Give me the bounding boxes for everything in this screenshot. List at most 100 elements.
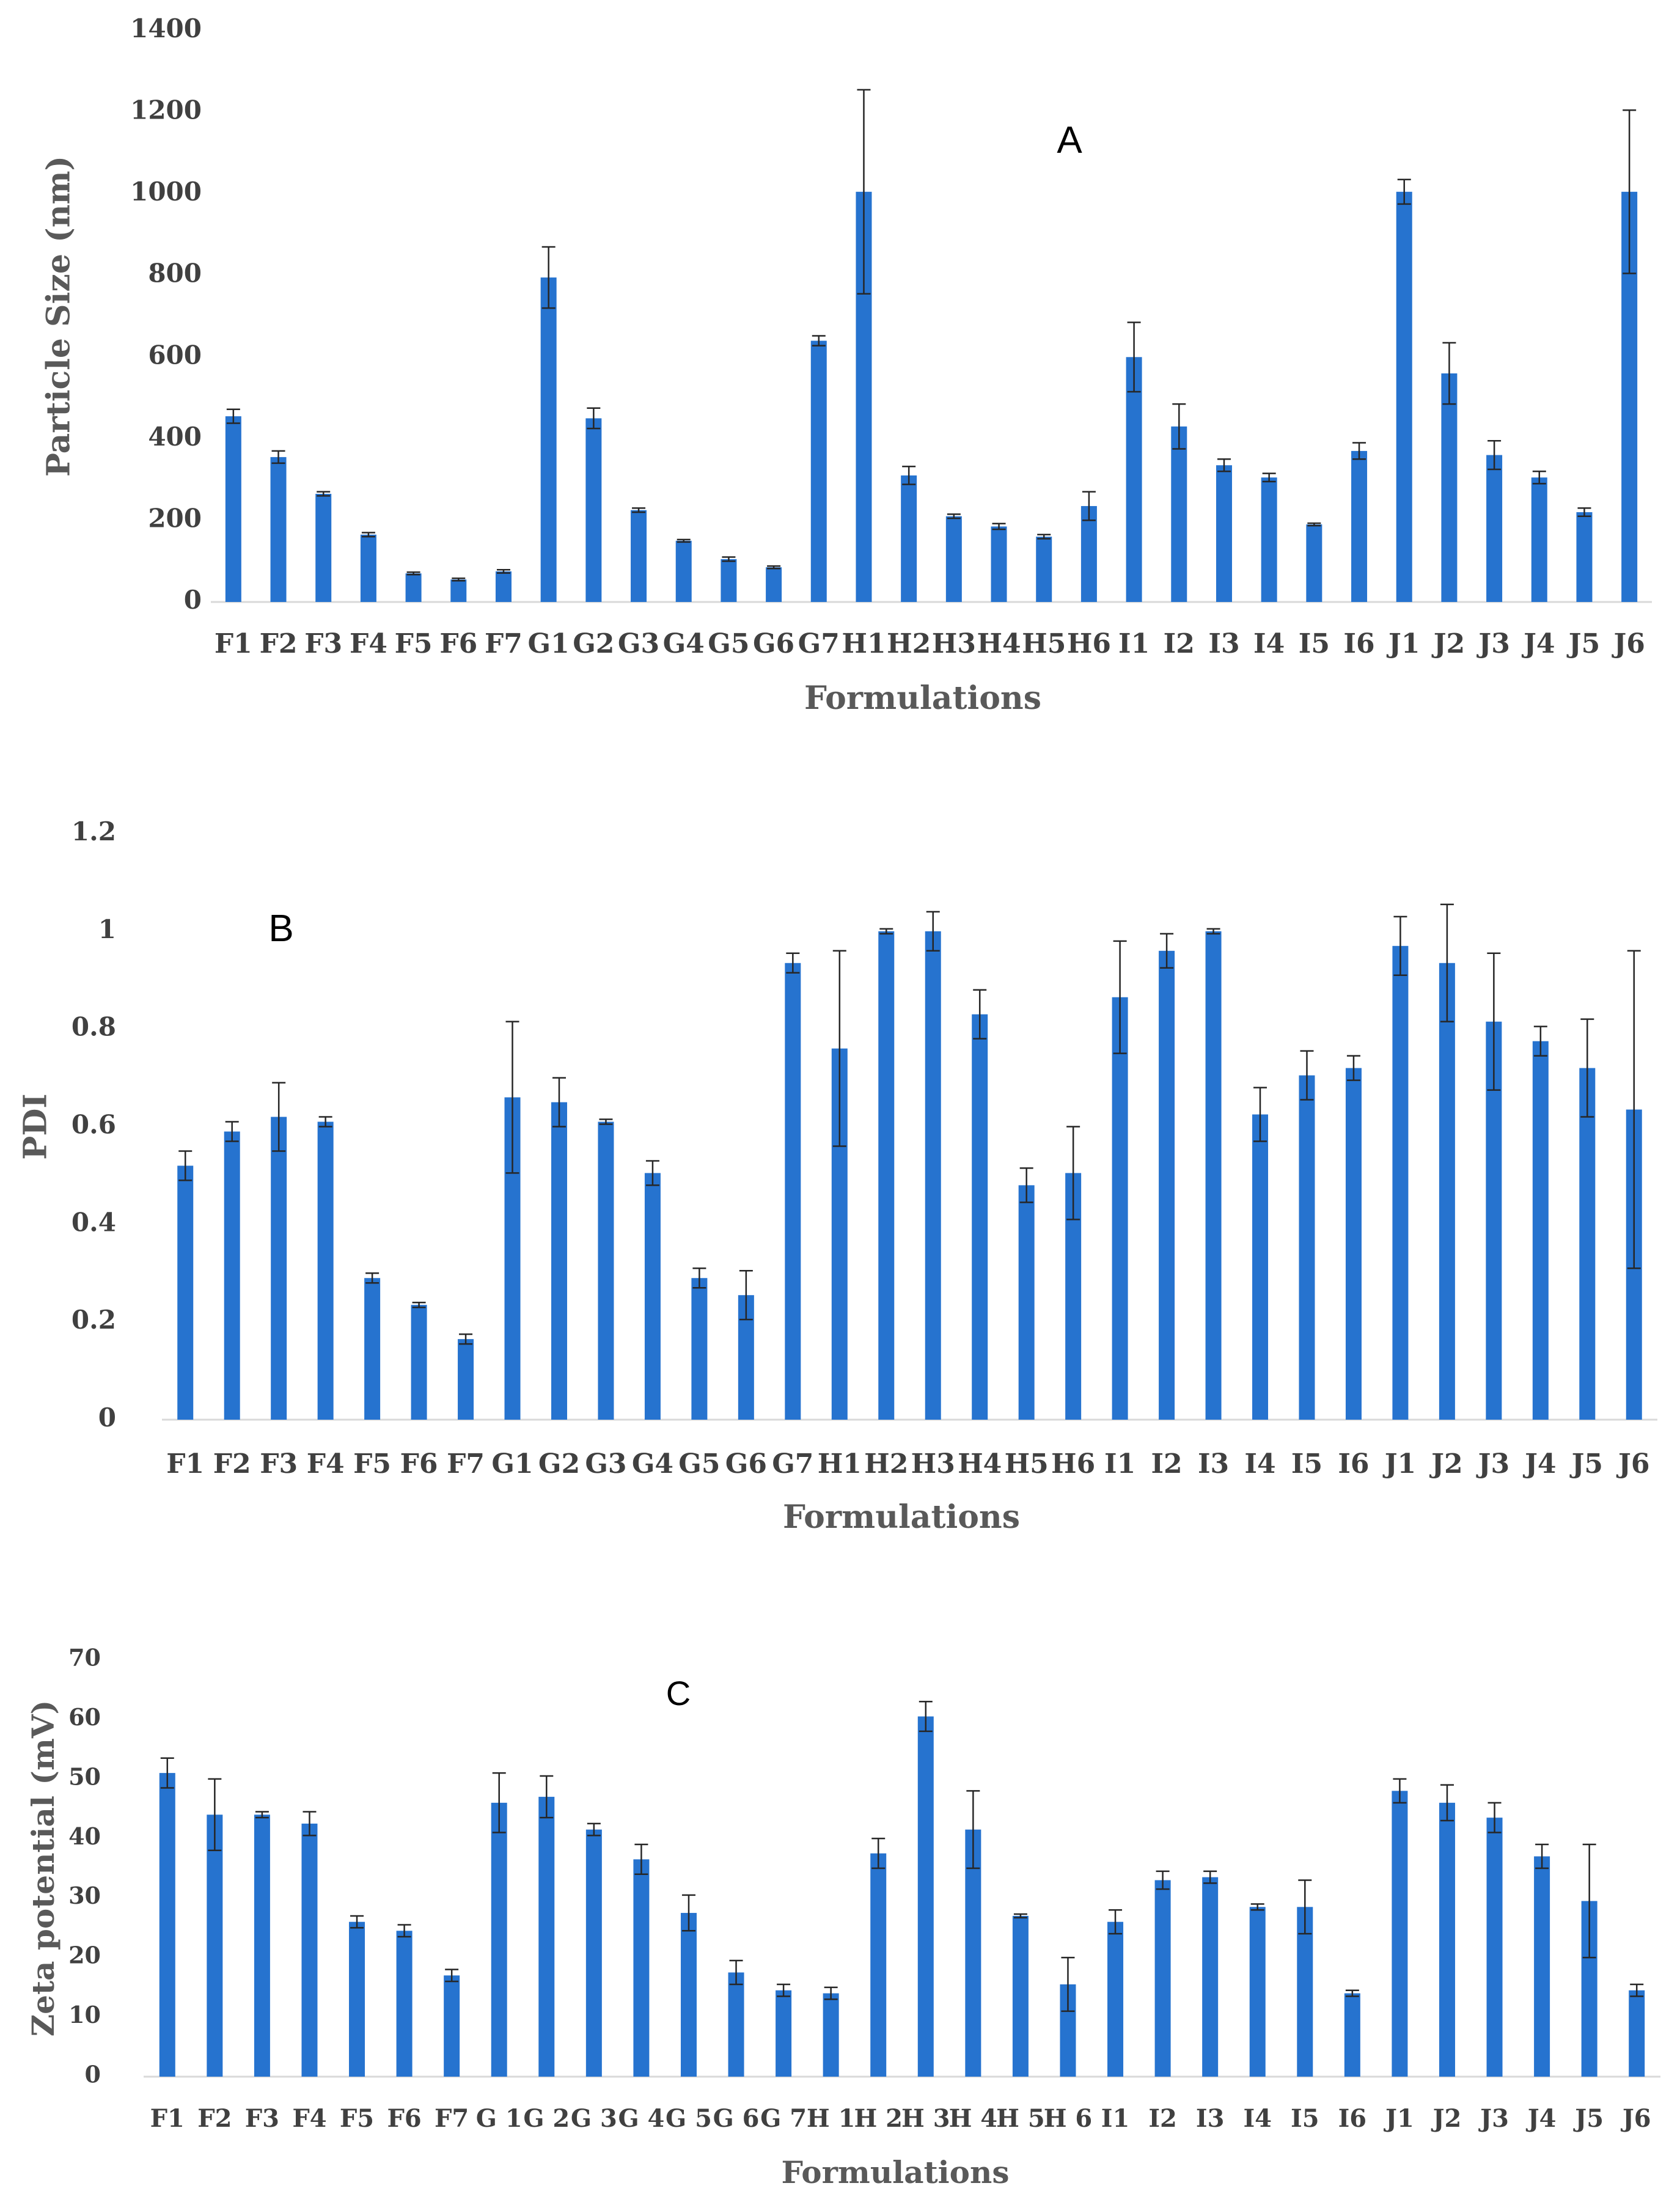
bar-h3	[925, 931, 941, 1420]
x-tick-label: F6	[387, 2104, 421, 2133]
x-tick-label: H6	[1051, 1448, 1095, 1480]
x-tick-label: I4	[1253, 628, 1285, 659]
error-bar-j5	[1582, 1843, 1596, 1959]
bar-j2	[1439, 1802, 1455, 2077]
error-bar-g5	[722, 556, 736, 562]
error-bar-h2	[871, 1838, 886, 1869]
bar-j4	[1531, 477, 1547, 602]
bar-f6	[396, 1931, 413, 2077]
x-tick-label: J2	[1429, 1448, 1462, 1480]
bar-i4	[1261, 477, 1277, 602]
error-bar-j3	[1487, 952, 1501, 1091]
bar-i3	[1216, 465, 1232, 602]
error-bar-i5	[1298, 1879, 1312, 1935]
bar-g1	[491, 1802, 507, 2077]
bar-g5	[721, 559, 737, 602]
x-tick-label: G7	[772, 1448, 813, 1480]
error-bar-i4	[1253, 1087, 1267, 1142]
y-tick-label: 60	[68, 1703, 101, 1731]
error-bar-f3	[272, 1082, 286, 1152]
error-bar-j2	[1440, 1784, 1454, 1822]
error-bar-g6	[739, 1270, 753, 1321]
error-bar-i6	[1352, 442, 1366, 460]
x-tick-label: J5	[1569, 1448, 1603, 1480]
x-tick-label: J3	[1476, 1448, 1509, 1480]
x-tick-label: G3	[585, 1448, 626, 1480]
error-bar-h5	[1037, 534, 1051, 540]
bar-i2	[1171, 426, 1187, 602]
bar-j5	[1579, 1068, 1596, 1420]
error-bar-h2	[902, 466, 916, 485]
bar-h5	[1012, 1915, 1029, 2077]
error-bar-f6	[452, 578, 466, 582]
x-tick-label: G6	[753, 628, 794, 659]
x-tick-label: F3	[260, 1448, 298, 1480]
bar-f1	[177, 1165, 194, 1420]
bar-g6	[766, 567, 782, 602]
x-tick-label: H1	[842, 628, 886, 659]
error-bar-g3	[587, 1822, 601, 1836]
x-tick-label: H 5	[996, 2104, 1045, 2133]
error-bar-j6	[1623, 109, 1637, 274]
error-bar-g4	[634, 1843, 648, 1875]
x-tick-label: J6	[1621, 2104, 1651, 2133]
error-bar-f6	[412, 1301, 426, 1308]
x-tick-label: F3	[245, 2104, 279, 2133]
x-tick-label: F6	[439, 628, 477, 659]
y-tick-label: 1000	[130, 177, 202, 207]
x-tick-label: H 3	[901, 2104, 950, 2133]
x-tick-label: G 1	[476, 2104, 523, 2133]
error-bar-j3	[1487, 439, 1502, 471]
error-bar-f4	[361, 532, 375, 538]
bar-i5	[1306, 524, 1322, 602]
y-tick-label: 30	[68, 1882, 101, 1909]
bar-i3	[1202, 1877, 1219, 2077]
error-bar-g4	[645, 1160, 659, 1186]
error-bar-g6	[767, 565, 781, 570]
bar-i6	[1351, 450, 1368, 602]
x-tick-label: I2	[1151, 1448, 1182, 1480]
y-tick-label: 50	[68, 1763, 101, 1790]
bar-f1	[159, 1773, 175, 2077]
x-tick-label: J3	[1476, 628, 1509, 659]
bar-h4	[972, 1014, 988, 1420]
x-tick-label: I3	[1198, 1448, 1229, 1480]
x-tick-label: J1	[1382, 1448, 1416, 1480]
x-tick-label: F6	[400, 1448, 438, 1480]
y-tick-label: 20	[68, 1942, 101, 1969]
error-bar-j5	[1577, 507, 1591, 517]
bar-h1	[823, 1993, 839, 2077]
error-bar-i2	[1156, 1870, 1170, 1890]
x-tick-label: F2	[213, 1448, 251, 1480]
x-tick-label: H1	[818, 1448, 862, 1480]
bar-h2	[870, 1853, 887, 2077]
x-tick-label: G7	[798, 628, 840, 659]
x-tick-label: H4	[958, 1448, 1002, 1480]
error-bar-h1	[824, 1986, 838, 2000]
x-tick-label: G1	[528, 628, 570, 659]
x-tick-label: I1	[1101, 2104, 1130, 2133]
bar-g7	[776, 1990, 792, 2077]
error-bar-g2	[540, 1775, 554, 1819]
bar-f7	[444, 1975, 460, 2077]
bar-h2	[878, 931, 895, 1420]
x-tick-label: F4	[350, 628, 387, 659]
x-tick-label: I3	[1196, 2104, 1225, 2133]
error-bar-h3	[919, 1700, 933, 1733]
x-tick-label: F7	[447, 1448, 485, 1480]
bar-j3	[1486, 455, 1503, 602]
error-bar-f1	[178, 1150, 193, 1181]
y-tick-label: 0.6	[72, 1110, 116, 1140]
bar-g2	[585, 418, 602, 602]
bar-i5	[1299, 1075, 1315, 1420]
error-bar-i3	[1203, 1870, 1217, 1884]
x-tick-label: F1	[215, 628, 252, 659]
y-axis-title: Particle Size (nm)	[40, 156, 78, 477]
x-tick-label: H 2	[854, 2104, 903, 2133]
x-tick-label: F5	[340, 2104, 374, 2133]
error-bar-f3	[317, 491, 331, 497]
bar-i1	[1107, 1921, 1124, 2077]
error-bar-f7	[445, 1968, 459, 1983]
x-tick-label: G 5	[666, 2104, 712, 2133]
x-tick-label: F7	[435, 2104, 469, 2133]
